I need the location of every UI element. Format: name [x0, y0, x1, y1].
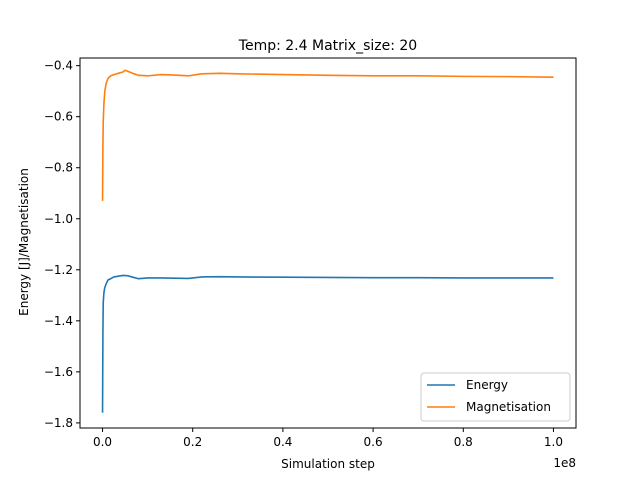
- chart-title: Temp: 2.4 Matrix_size: 20: [238, 38, 417, 54]
- y-tick-label: −1.8: [44, 416, 73, 430]
- legend-label-magnetisation: Magnetisation: [466, 400, 551, 414]
- x-tick-label: 0.8: [454, 435, 473, 449]
- y-tick-label: −1.4: [44, 314, 73, 328]
- legend-label-energy: Energy: [466, 378, 508, 392]
- y-tick-label: −0.6: [44, 110, 73, 124]
- x-tick-label: 1.0: [544, 435, 563, 449]
- legend: Energy Magnetisation: [420, 372, 571, 422]
- axis-ticks: 0.0 0.2 0.4 0.6 0.8 1.0 −1.8 −1.6 −1.4 −1.2 −1.0 −0…: [44, 59, 563, 449]
- series-line-magnetisation: [101, 69, 554, 201]
- plot-frame: [79, 57, 577, 429]
- x-axis-scale-label: 1e8: [553, 456, 576, 470]
- y-tick-label: −0.8: [44, 161, 73, 175]
- y-tick-label: −1.0: [44, 212, 73, 226]
- y-tick-label: −1.6: [44, 365, 73, 379]
- x-axis-label: Simulation step: [281, 457, 375, 471]
- x-tick-label: 0.4: [273, 435, 292, 449]
- y-tick-label: −0.4: [44, 59, 73, 73]
- x-tick-label: 0.6: [364, 435, 383, 449]
- y-axis-label: Energy [J]/Magnetisation: [17, 168, 31, 316]
- x-tick-label: 0.0: [93, 435, 112, 449]
- series-line-energy: [101, 274, 554, 413]
- y-tick-label: −1.2: [44, 263, 73, 277]
- x-tick-label: 0.2: [183, 435, 202, 449]
- legend-frame: [420, 372, 571, 422]
- series-lines: [101, 69, 554, 413]
